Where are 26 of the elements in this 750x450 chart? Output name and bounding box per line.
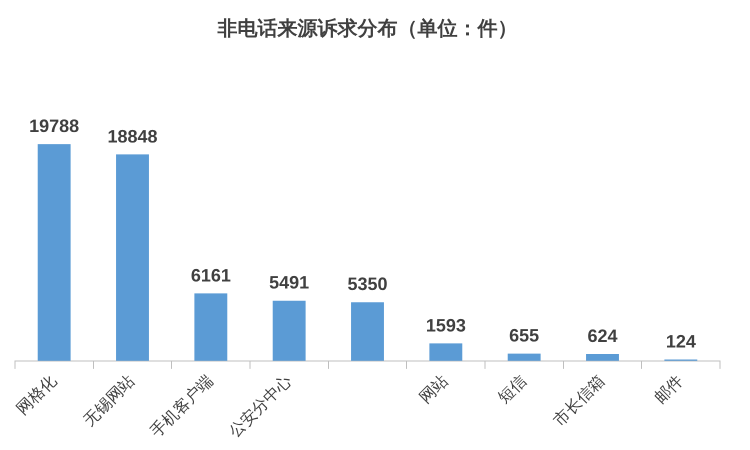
x-tick-label: 无锡网站 <box>80 370 138 430</box>
bar <box>38 144 71 361</box>
bar <box>272 300 306 361</box>
bar <box>194 293 228 361</box>
chart-title: 非电话来源诉求分布（单位：件） <box>216 16 518 40</box>
bar <box>351 302 384 361</box>
data-label: 1593 <box>426 315 466 336</box>
x-tick-label: 短信 <box>494 370 530 408</box>
data-label: 655 <box>509 326 540 346</box>
x-tick-label: 手机客户端 <box>146 370 217 441</box>
x-tick-label: 市长信箱 <box>550 370 608 430</box>
x-tick-label: 邮件 <box>650 370 687 408</box>
x-tick-label: 网站 <box>416 370 452 408</box>
x-tick-label: 公安分中心 <box>224 370 295 441</box>
bar <box>429 343 462 361</box>
data-label: 124 <box>666 331 696 352</box>
data-label: 5350 <box>347 274 388 294</box>
bar <box>508 354 541 361</box>
data-label: 624 <box>587 326 618 346</box>
bar <box>586 354 619 361</box>
x-tick-label: 网格化 <box>12 370 60 418</box>
data-label: 18848 <box>107 126 158 146</box>
data-label: 6161 <box>190 265 231 286</box>
data-label: 5491 <box>269 272 310 293</box>
bar <box>116 154 149 361</box>
data-label: 19788 <box>29 116 80 136</box>
